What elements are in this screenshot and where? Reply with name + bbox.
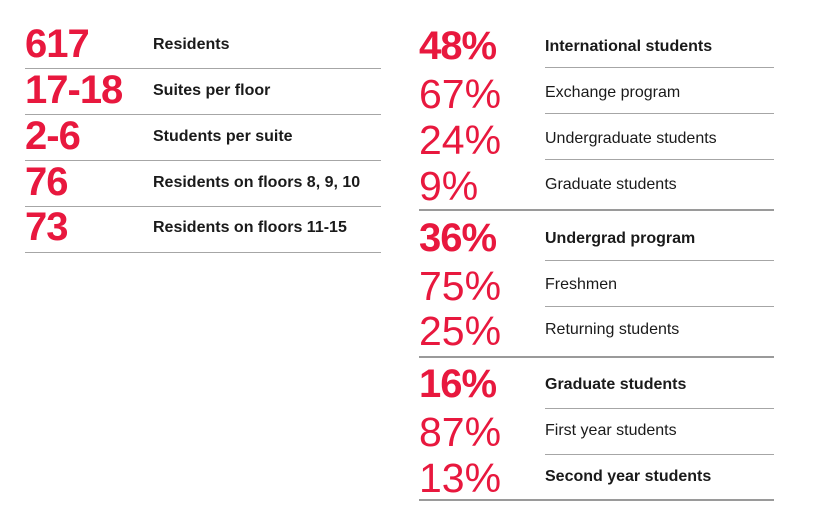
sub-label: Exchange program [545, 84, 681, 101]
stat-label: Residents [153, 36, 230, 53]
divider-line [25, 68, 381, 69]
sub-label: Undergraduate students [545, 130, 717, 147]
stat-label: Residents on floors 8, 9, 10 [153, 174, 361, 191]
divider-line [545, 306, 774, 307]
sub-percent: 9% [419, 163, 479, 209]
sub-label: Freshmen [545, 276, 618, 293]
group-percent: 16% [419, 362, 497, 406]
stat-label: Students per suite [153, 128, 293, 145]
sub-label: Graduate students [545, 176, 677, 193]
sub-percent: 13% [419, 455, 502, 501]
divider-line [545, 159, 774, 160]
divider-line [419, 499, 774, 501]
sub-percent: 75% [419, 263, 502, 309]
stat-label: Suites per floor [153, 82, 271, 99]
divider-line [545, 67, 774, 68]
sub-label: First year students [545, 422, 677, 439]
divider-line [25, 206, 381, 207]
sub-percent: 25% [419, 308, 502, 354]
group-label: International students [545, 38, 713, 55]
group-percent: 36% [419, 216, 497, 260]
group-percent: 48% [419, 24, 497, 68]
divider-line [419, 356, 774, 358]
stat-value: 2-6 [25, 114, 81, 158]
stat-label: Residents on floors 11-15 [153, 219, 347, 236]
divider-line [419, 209, 774, 211]
sub-percent: 87% [419, 409, 502, 455]
sub-label: Second year students [545, 468, 712, 485]
group-label: Undergrad program [545, 230, 696, 247]
divider-line [25, 252, 381, 253]
group-label: Graduate students [545, 376, 687, 393]
divider-line [545, 260, 774, 261]
divider-line [545, 113, 774, 114]
sub-label: Returning students [545, 321, 680, 338]
divider-line [25, 160, 381, 161]
stat-value: 17-18 [25, 68, 123, 112]
divider-line [25, 114, 381, 115]
divider-line [545, 408, 774, 409]
divider-line [545, 454, 774, 455]
stat-value: 76 [25, 160, 68, 204]
sub-percent: 67% [419, 71, 502, 117]
stat-value: 73 [25, 205, 68, 249]
stat-value: 617 [25, 22, 90, 66]
sub-percent: 24% [419, 117, 502, 163]
